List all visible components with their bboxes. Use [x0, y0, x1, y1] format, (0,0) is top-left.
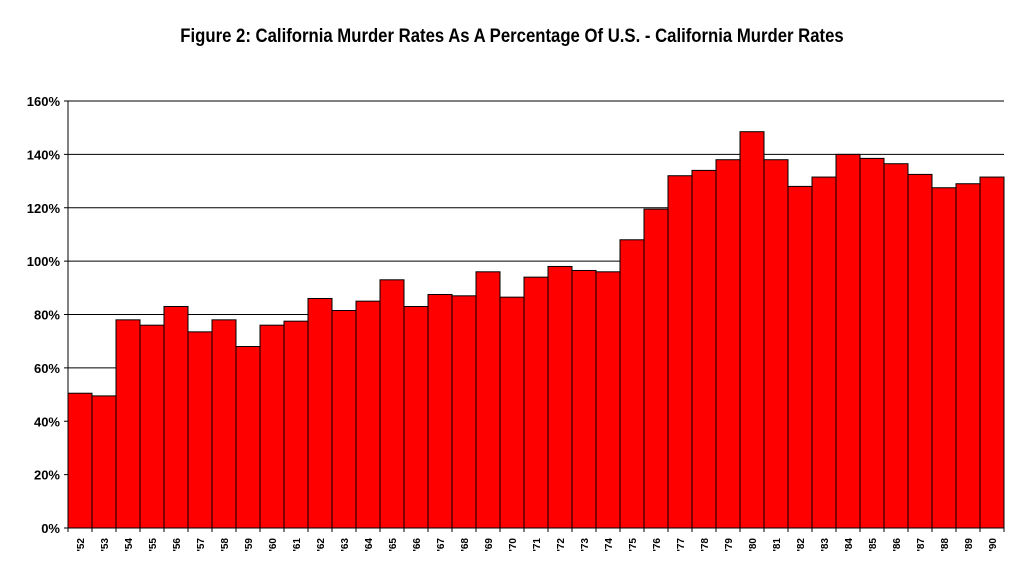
bar — [91, 395, 117, 529]
bar — [931, 187, 957, 529]
bar — [739, 131, 765, 529]
bar — [163, 305, 189, 529]
bar — [859, 157, 885, 529]
x-tick-label: '53 — [100, 538, 111, 552]
x-tick-label: '66 — [412, 538, 423, 552]
x-tick-label: '87 — [916, 538, 927, 552]
x-tick-label: '60 — [268, 538, 279, 552]
x-tick-label: '88 — [940, 538, 951, 552]
bar — [787, 185, 813, 529]
x-tick-label: '59 — [244, 538, 255, 552]
x-tick-label: '68 — [460, 538, 471, 552]
x-tick-label: '67 — [436, 538, 447, 552]
x-tick-label: '81 — [772, 538, 783, 552]
x-tick-label: '58 — [220, 538, 231, 552]
bar — [427, 293, 453, 529]
x-tick-label: '69 — [484, 538, 495, 552]
bar — [667, 175, 693, 529]
bar — [187, 331, 213, 529]
bar — [331, 309, 357, 529]
bar — [643, 208, 669, 529]
y-tick-label: 80% — [34, 308, 60, 323]
x-tick-label: '78 — [700, 538, 711, 552]
bar — [619, 239, 645, 529]
bar — [763, 159, 789, 529]
bar — [595, 271, 621, 529]
x-tick-label: '73 — [580, 538, 591, 552]
y-tick-label: 40% — [34, 414, 60, 429]
x-tick-label: '89 — [964, 538, 975, 552]
x-tick-label: '62 — [316, 538, 327, 552]
bar — [955, 183, 981, 529]
y-tick-label: 120% — [27, 201, 61, 216]
bar — [547, 265, 573, 529]
x-tick-label: '83 — [820, 538, 831, 552]
bar — [691, 169, 717, 529]
bar — [379, 279, 405, 529]
bars — [67, 131, 1005, 529]
bar — [571, 269, 597, 529]
bar — [235, 346, 261, 529]
x-tick-label: '75 — [628, 538, 639, 552]
bar — [355, 300, 381, 529]
x-tick-label: '80 — [748, 538, 759, 552]
bar — [523, 276, 549, 529]
x-tick-label: '90 — [988, 538, 999, 552]
x-tick-label: '84 — [844, 538, 855, 552]
y-tick-label: 100% — [27, 254, 61, 269]
x-tick-label: '63 — [340, 538, 351, 552]
x-tick-label: '85 — [868, 538, 879, 552]
y-tick-label: 0% — [41, 521, 60, 536]
x-tick-label: '64 — [364, 538, 375, 552]
y-tick-label: 20% — [34, 468, 60, 483]
bar — [115, 319, 141, 529]
x-tick-label: '82 — [796, 538, 807, 552]
x-tick-label: '71 — [532, 538, 543, 552]
x-tick-label: '76 — [652, 538, 663, 552]
y-tick-label: 140% — [27, 147, 61, 162]
bar — [283, 320, 309, 529]
bar — [67, 392, 93, 529]
y-tick-labels: 0% 20% 40% 60% 80% 100% 120% 140% 160% — [27, 94, 61, 536]
x-tick-label: '74 — [604, 538, 615, 552]
bar — [883, 163, 909, 529]
x-tick-label: '79 — [724, 538, 735, 552]
x-tick-label: '61 — [292, 538, 303, 552]
x-tick-label: '65 — [388, 538, 399, 552]
bar — [907, 173, 933, 529]
bar — [211, 319, 237, 529]
bar — [835, 153, 861, 529]
x-tick-label: '77 — [676, 538, 687, 552]
bar — [499, 296, 525, 529]
bar — [475, 271, 501, 529]
y-tick-label: 160% — [27, 94, 61, 109]
bar — [451, 295, 477, 529]
x-tick-label: '54 — [124, 538, 135, 552]
x-tick-label: '86 — [892, 538, 903, 552]
x-tick-labels: '52 '53 '54 '55 '56 '57 '58 '59 '60 '61 '62 '63 '64 '… — [76, 538, 999, 552]
chart-title: Figure 2: California Murder Rates As A P… — [180, 26, 844, 47]
bar — [259, 324, 285, 529]
x-tick-label: '56 — [172, 538, 183, 552]
x-tick-label: '72 — [556, 538, 567, 552]
x-tick-label: '52 — [76, 538, 87, 552]
y-tick-label: 60% — [34, 361, 60, 376]
bar — [811, 176, 837, 529]
bar — [403, 305, 429, 529]
x-tick-label: '57 — [196, 538, 207, 552]
bar — [979, 176, 1005, 529]
bar — [715, 159, 741, 529]
x-tick-label: '70 — [508, 538, 519, 552]
axes — [64, 100, 1005, 532]
x-tick-label: '55 — [148, 538, 159, 552]
bar — [139, 324, 165, 529]
bar — [307, 297, 333, 529]
